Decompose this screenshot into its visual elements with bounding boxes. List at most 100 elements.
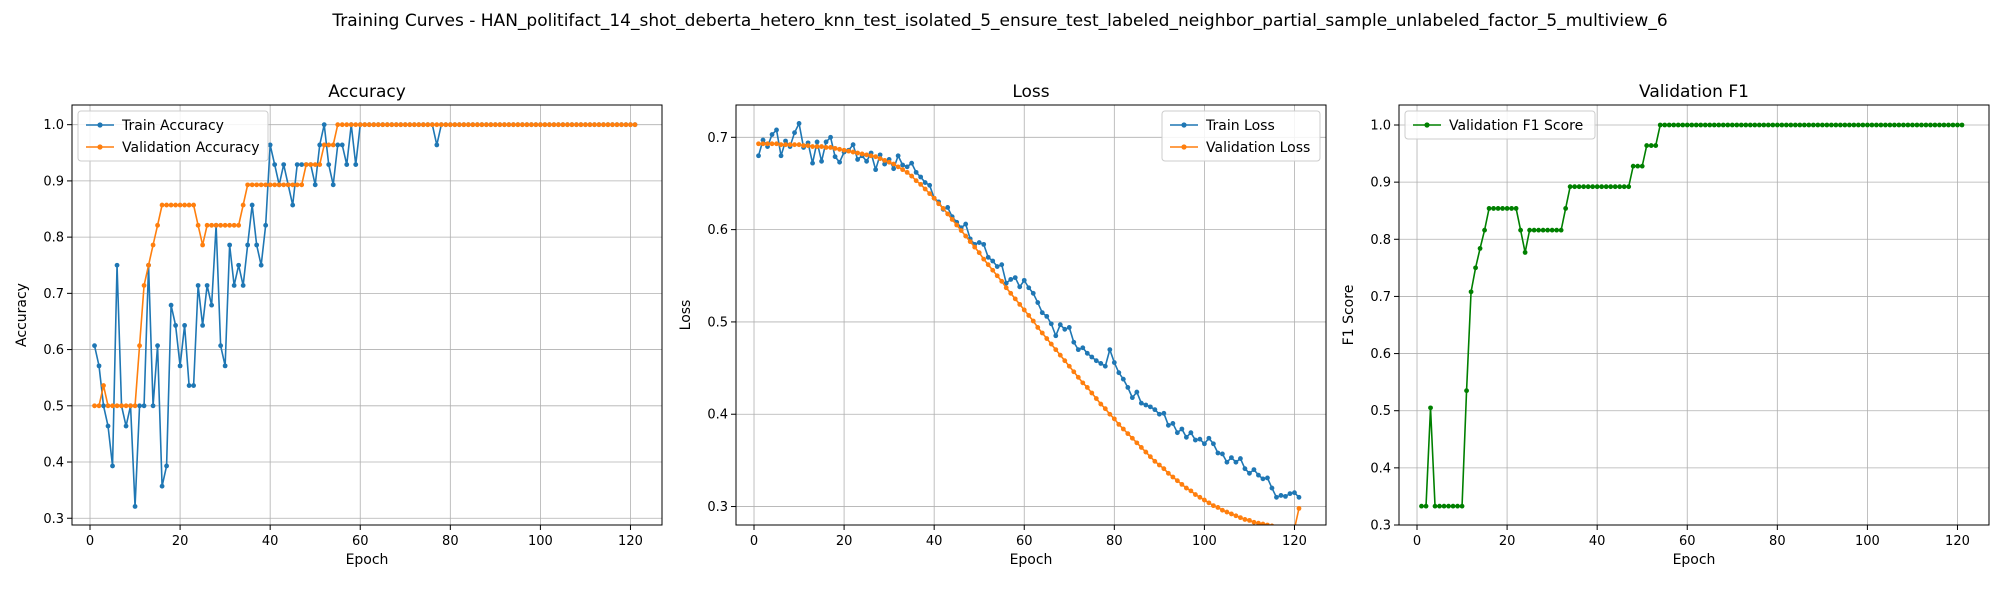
data-point — [985, 262, 991, 268]
data-point — [119, 403, 124, 409]
data-point — [249, 182, 255, 188]
data-point — [1233, 513, 1239, 519]
data-point — [1156, 411, 1162, 417]
axes-frame — [1398, 104, 1990, 526]
data-point — [1851, 122, 1857, 128]
data-point — [200, 242, 206, 248]
data-point — [1806, 122, 1812, 128]
data-point — [182, 202, 188, 208]
data-point — [958, 228, 964, 233]
data-point — [1955, 122, 1960, 128]
data-point — [272, 162, 278, 168]
data-point — [510, 122, 516, 128]
data-point — [1102, 406, 1108, 412]
data-point — [900, 162, 906, 168]
data-point — [1959, 122, 1965, 128]
data-point — [1941, 122, 1947, 128]
data-point — [1689, 122, 1695, 128]
y-axis-label: F1 Score — [1341, 285, 1357, 346]
data-point — [999, 262, 1005, 268]
data-point — [465, 122, 471, 128]
data-point — [222, 222, 228, 228]
legend-label: Train Accuracy — [121, 118, 224, 134]
series-1 — [92, 122, 638, 509]
data-point — [796, 121, 802, 126]
data-point — [1869, 122, 1875, 128]
data-point — [792, 130, 797, 136]
legend-label: Validation Loss — [1206, 140, 1310, 156]
series-line — [758, 142, 1300, 525]
data-point — [1170, 474, 1176, 480]
data-point — [150, 403, 156, 409]
data-point — [1734, 122, 1740, 128]
data-point — [1540, 227, 1546, 233]
data-point — [873, 154, 879, 160]
data-point — [290, 182, 296, 188]
data-point — [1152, 407, 1158, 413]
data-point — [128, 403, 133, 409]
x-tick-label: 60 — [1679, 534, 1696, 549]
data-point — [760, 141, 766, 147]
data-point — [1527, 227, 1533, 233]
data-point — [524, 122, 530, 128]
data-point — [828, 134, 833, 140]
data-point — [1635, 163, 1641, 169]
data-point — [1215, 450, 1221, 456]
data-point — [173, 202, 178, 208]
data-point — [1229, 511, 1234, 517]
data-point — [877, 156, 883, 161]
data-point — [1504, 206, 1510, 211]
data-point — [778, 153, 784, 159]
data-point — [191, 202, 197, 208]
data-point — [1720, 122, 1726, 128]
data-point — [1901, 122, 1906, 128]
data-point — [321, 122, 327, 128]
data-point — [1260, 521, 1266, 525]
data-point — [276, 182, 282, 188]
data-point — [963, 233, 969, 239]
data-point — [1021, 277, 1027, 283]
data-point — [1206, 435, 1212, 441]
data-point — [1923, 122, 1929, 128]
data-point — [1797, 122, 1803, 128]
data-point — [1211, 441, 1216, 447]
data-point — [1855, 122, 1861, 128]
data-point — [1423, 503, 1429, 509]
data-point — [330, 182, 336, 188]
data-point — [1860, 122, 1866, 128]
data-point — [918, 174, 924, 180]
data-point — [805, 143, 811, 149]
x-tick-label: 20 — [172, 534, 189, 549]
data-point — [312, 162, 318, 168]
data-point — [114, 262, 120, 268]
y-tick-label: 0.6 — [43, 343, 64, 358]
data-point — [461, 122, 467, 128]
data-point — [976, 240, 982, 245]
data-point — [877, 152, 883, 158]
data-point — [913, 169, 919, 175]
data-point — [1260, 476, 1266, 482]
x-tick-label: 0 — [86, 534, 94, 549]
data-point — [353, 122, 359, 128]
data-point — [832, 145, 838, 151]
data-point — [1702, 122, 1708, 128]
data-point — [990, 258, 996, 264]
data-point — [981, 256, 987, 262]
data-point — [366, 122, 372, 128]
data-point — [182, 323, 188, 328]
x-tick-label: 100 — [1855, 534, 1880, 549]
data-point — [1247, 470, 1252, 476]
data-point — [1125, 385, 1131, 390]
data-point — [1093, 396, 1099, 401]
data-point — [949, 217, 955, 222]
data-point — [783, 142, 788, 148]
data-point — [1220, 451, 1225, 457]
data-point — [1707, 122, 1713, 128]
data-point — [1878, 122, 1884, 128]
data-point — [895, 153, 901, 159]
data-point — [1174, 478, 1180, 484]
legend-box — [1161, 110, 1321, 162]
y-tick-label: 0.4 — [707, 408, 728, 423]
data-point — [1075, 347, 1081, 353]
data-point — [132, 403, 138, 409]
